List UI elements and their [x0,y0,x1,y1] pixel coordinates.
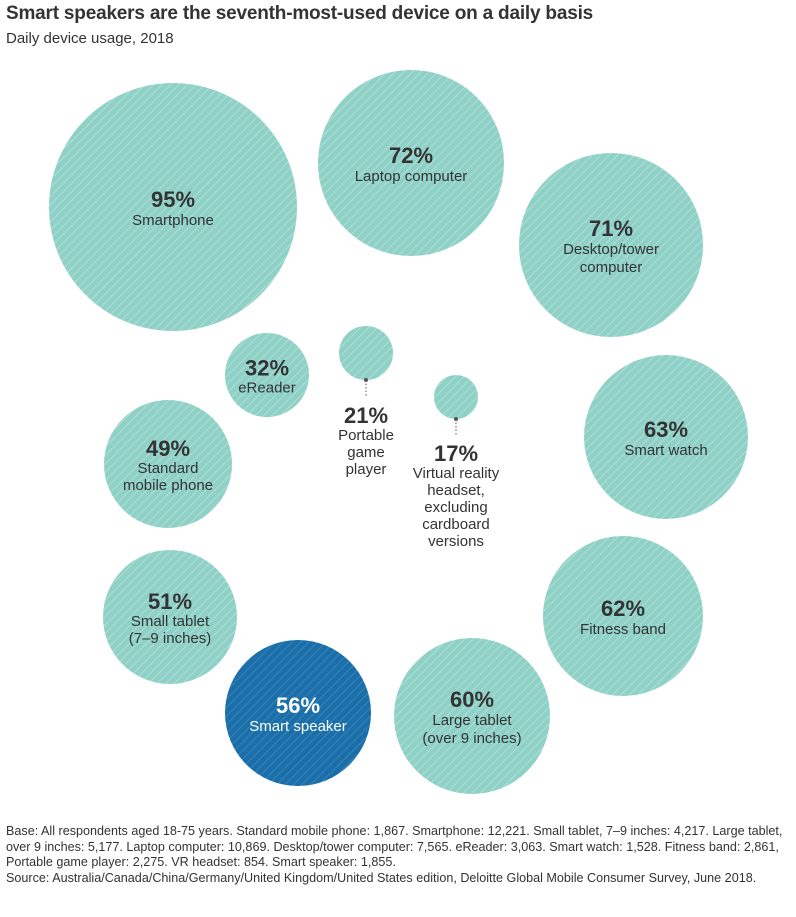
bubble-circle-virtual-reality-headset-excluding-cardboard-versions [434,375,478,419]
bubble-virtual-reality-headset-excluding-cardboard-versions: 17%Virtual reality headset, excluding cardb… [413,375,500,550]
bubble-smartphone: 95%Smartphone [49,83,297,331]
value-label-smart-watch: 63% [644,417,688,442]
footnote: Base: All respondents aged 18-75 years. … [6,824,792,886]
bubble-circle-ereader [225,333,309,417]
bubble-standard-mobile-phone: 49%Standard mobile phone [104,400,232,528]
value-label-laptop-computer: 72% [389,143,433,168]
bubble-circle-smart-watch [584,355,748,519]
bubble-circle-fitness-band [543,536,703,696]
category-label-smartphone: Smartphone [132,212,214,229]
value-label-small-tablet-7-9-inches: 51% [148,589,192,614]
category-label-laptop-computer: Laptop computer [355,168,468,185]
chart-subtitle: Daily device usage, 2018 [6,30,174,47]
bubble-circle-standard-mobile-phone [104,400,232,528]
bubble-large-tablet-over-9-inches: 60%Large tablet (over 9 inches) [394,638,550,794]
category-label-desktop-tower-computer: Desktop/tower computer [563,241,659,276]
bubble-circle-small-tablet-7-9-inches [103,550,237,684]
bubble-circle-desktop-tower-computer [519,153,703,337]
category-label-small-tablet-7-9-inches: Small tablet (7–9 inches) [129,613,212,647]
value-label-standard-mobile-phone: 49% [146,436,190,461]
value-label-ereader: 32% [245,356,289,381]
category-label-virtual-reality-headset-excluding-cardboard-versions: Virtual reality headset, excluding cardboar… [413,465,500,550]
value-label-smart-speaker: 56% [276,693,320,718]
value-label-large-tablet-over-9-inches: 60% [450,687,494,712]
value-label-fitness-band: 62% [601,596,645,621]
bubble-ereader: 32%eReader [225,333,309,417]
bubble-desktop-tower-computer: 71%Desktop/tower computer [519,153,703,337]
value-label-virtual-reality-headset-excluding-cardboard-versions: 17% [434,441,478,466]
bubble-portable-game-player: 21%Portable game player [338,326,394,478]
footnote-source: Source: Australia/Canada/China/Germany/U… [6,870,757,885]
value-label-smartphone: 95% [151,187,195,212]
bubble-circle-large-tablet-over-9-inches [394,638,550,794]
category-label-smart-speaker: Smart speaker [249,718,347,735]
leader-dot-virtual-reality-headset-excluding-cardboard-versions [454,417,458,421]
chart-title: Smart speakers are the seventh-most-used… [6,3,594,24]
bubble-smart-speaker: 56%Smart speaker [225,640,371,786]
value-label-desktop-tower-computer: 71% [589,216,633,241]
footnote-base: Base: All respondents aged 18-75 years. … [6,824,783,869]
bubble-smart-watch: 63%Smart watch [584,355,748,519]
bubble-laptop-computer: 72%Laptop computer [318,70,504,256]
value-label-portable-game-player: 21% [344,403,388,428]
bubble-circle-laptop-computer [318,70,504,256]
category-label-smart-watch: Smart watch [624,442,707,459]
bubble-small-tablet-7-9-inches: 51%Small tablet (7–9 inches) [103,550,237,684]
leader-dot-portable-game-player [364,378,368,382]
category-label-ereader: eReader [238,380,296,397]
bubble-circle-portable-game-player [339,326,393,380]
category-label-standard-mobile-phone: Standard mobile phone [123,460,213,494]
category-label-portable-game-player: Portable game player [338,427,394,478]
bubble-circle-smart-speaker [225,640,371,786]
category-label-large-tablet-over-9-inches: Large tablet (over 9 inches) [422,712,521,747]
category-label-fitness-band: Fitness band [580,621,666,638]
bubble-circle-smartphone [49,83,297,331]
bubble-fitness-band: 62%Fitness band [543,536,703,696]
